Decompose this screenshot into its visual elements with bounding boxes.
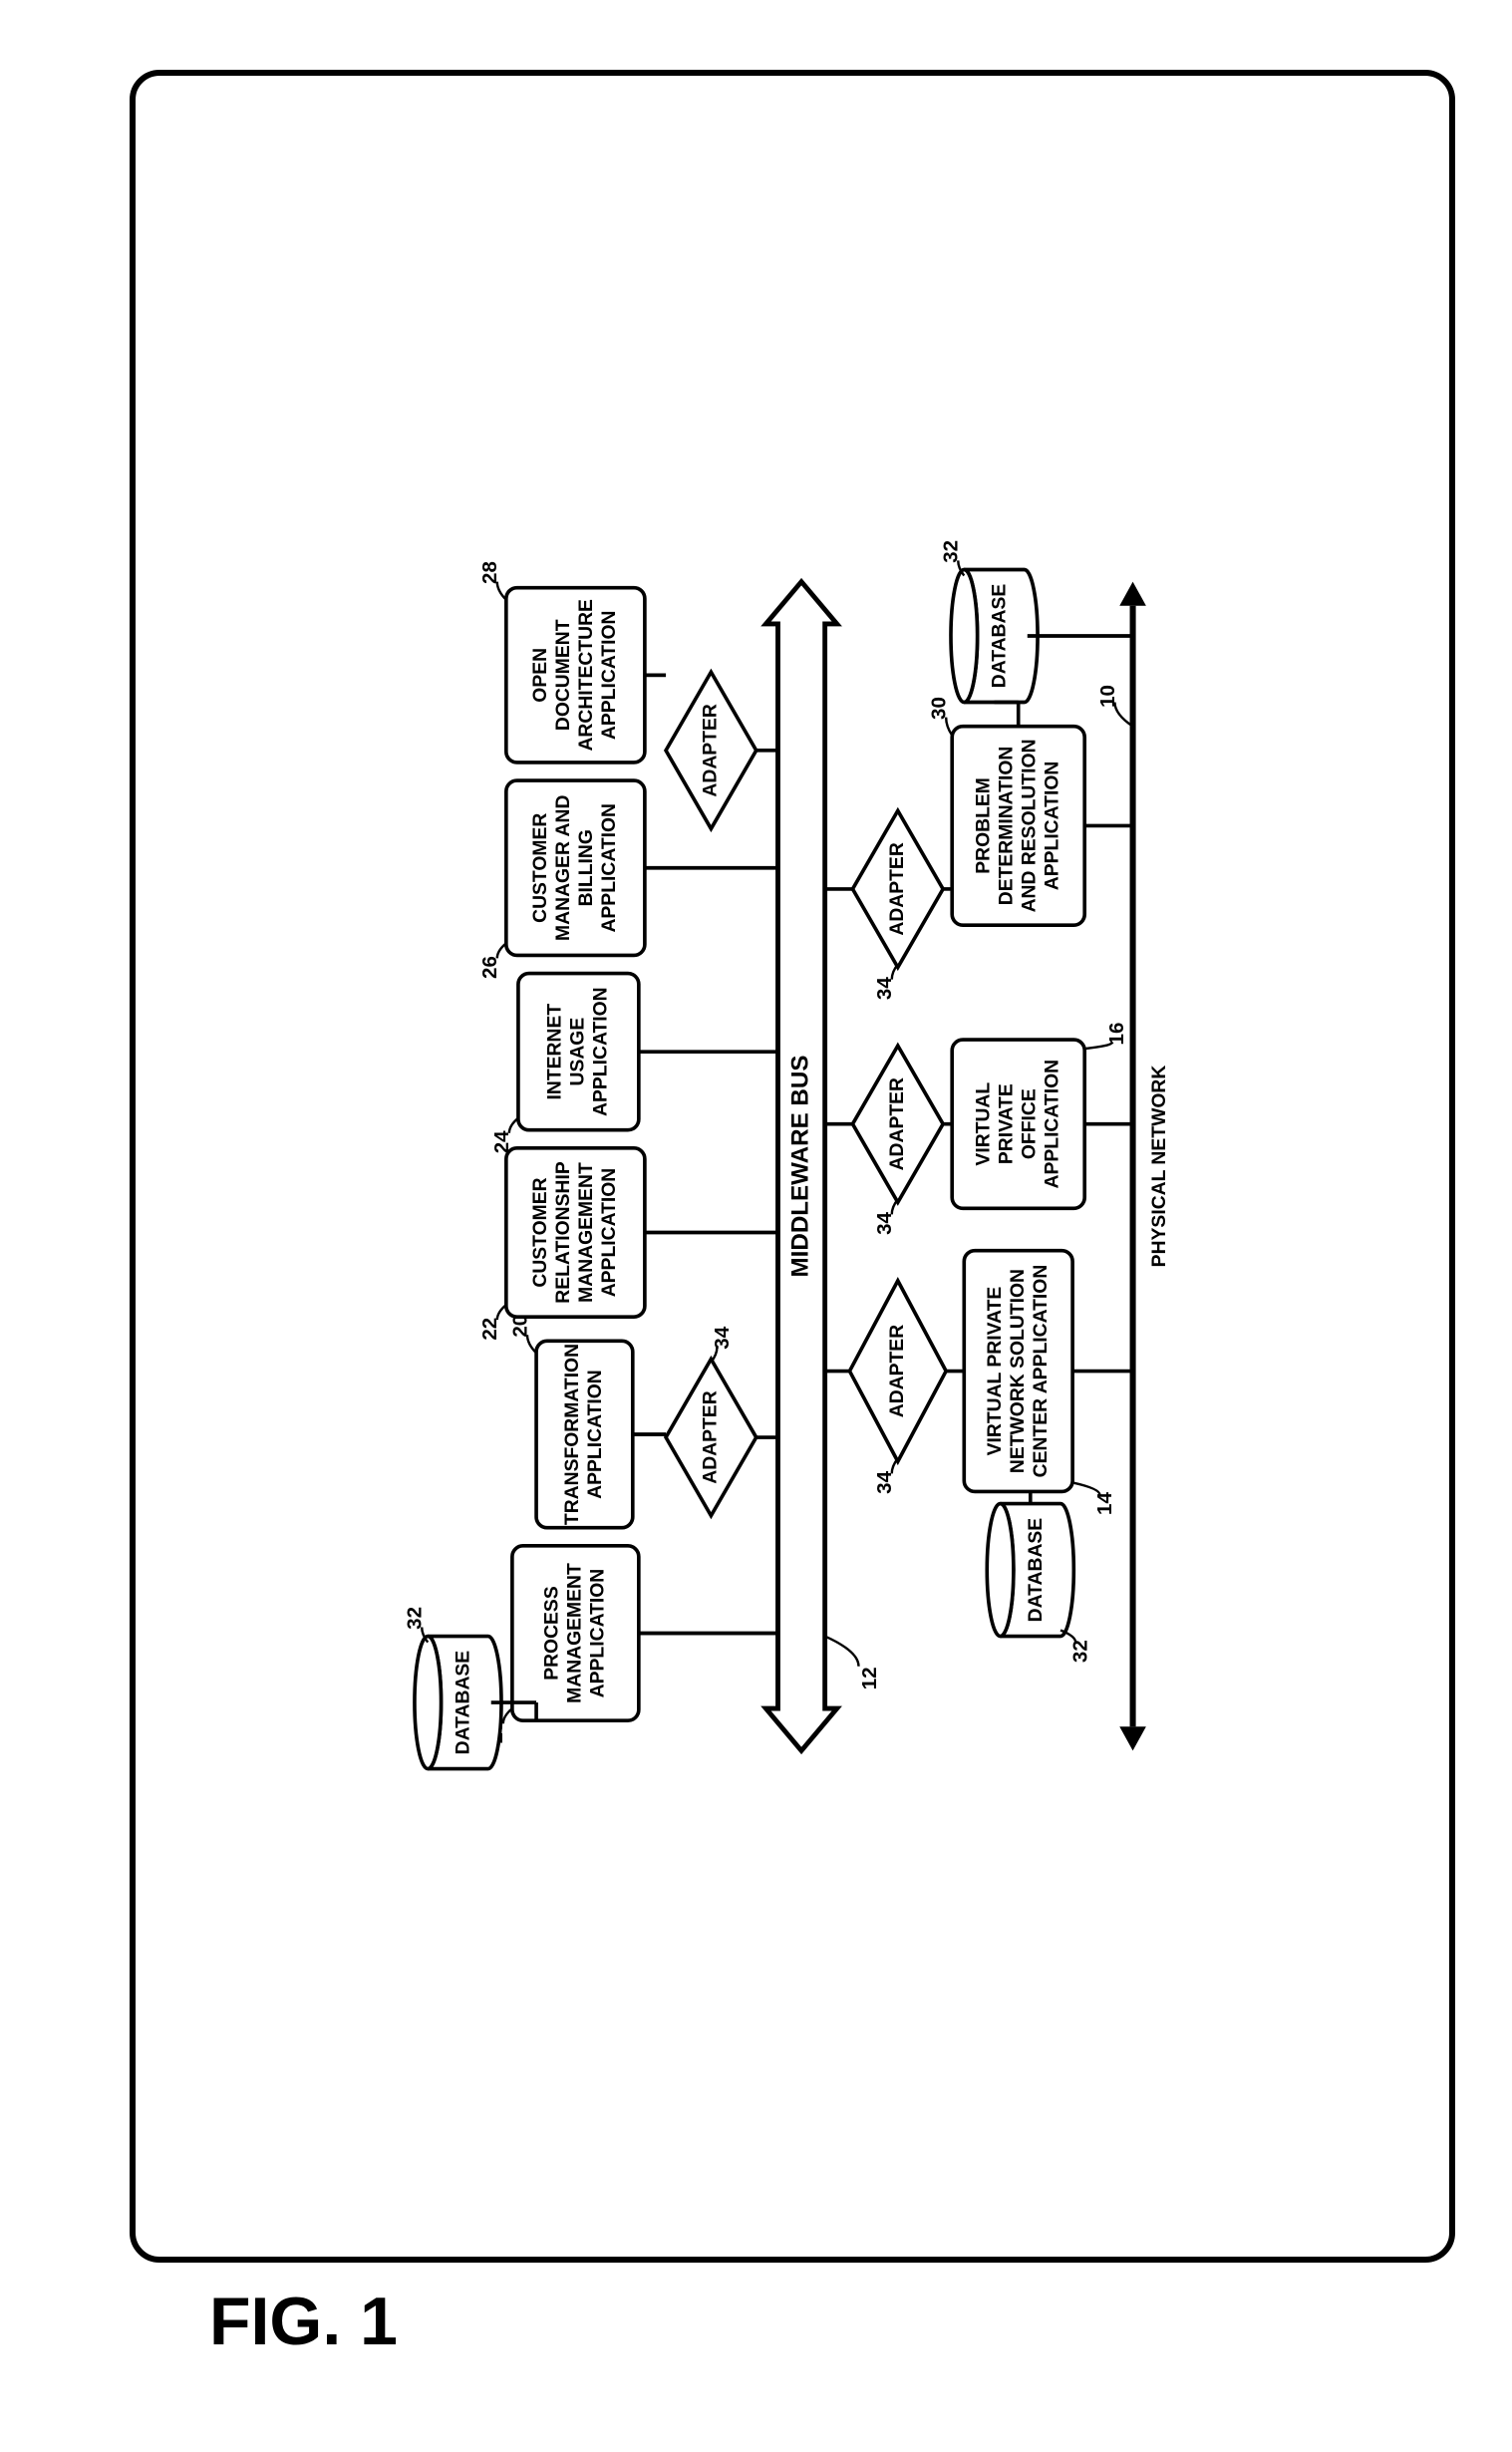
svg-text:24: 24 [490,1130,513,1153]
svg-text:ADAPTER: ADAPTER [699,704,721,796]
svg-text:DATABASE: DATABASE [989,584,1011,689]
svg-text:DATABASE: DATABASE [453,1651,474,1755]
svg-text:34: 34 [873,977,896,1000]
svg-text:VIRTUAL: VIRTUAL [972,1082,994,1166]
svg-text:APPLICATION: APPLICATION [598,611,620,741]
svg-text:16: 16 [1105,1023,1128,1046]
svg-text:MIDDLEWARE BUS: MIDDLEWARE BUS [786,1056,813,1278]
svg-text:TRANSFORMATION: TRANSFORMATION [561,1344,583,1525]
svg-text:PROBLEM: PROBLEM [972,777,994,874]
svg-text:12: 12 [858,1667,881,1689]
svg-text:30: 30 [928,697,951,720]
svg-text:INTERNET: INTERNET [544,1004,566,1100]
svg-text:APPLICATION: APPLICATION [586,1569,608,1698]
svg-text:22: 22 [478,1318,501,1341]
svg-text:APPLICATION: APPLICATION [1041,1060,1062,1189]
svg-text:OFFICE: OFFICE [1018,1088,1040,1159]
svg-text:OPEN: OPEN [529,648,551,703]
svg-text:28: 28 [478,561,501,584]
svg-text:DETERMINATION: DETERMINATION [995,747,1017,906]
svg-text:ADAPTER: ADAPTER [886,842,908,935]
svg-text:14: 14 [1093,1492,1116,1515]
svg-text:PROCESS: PROCESS [541,1586,563,1681]
svg-text:BILLING: BILLING [575,829,597,906]
svg-text:NETWORK SOLUTION: NETWORK SOLUTION [1007,1269,1029,1473]
svg-text:ARCHITECTURE: ARCHITECTURE [575,599,597,752]
svg-text:ADAPTER: ADAPTER [886,1325,908,1417]
svg-text:RELATIONSHIP: RELATIONSHIP [552,1161,574,1304]
svg-text:MANAGER AND: MANAGER AND [552,795,574,941]
svg-text:USAGE: USAGE [566,1018,588,1086]
svg-text:34: 34 [711,1326,734,1349]
svg-text:CENTER APPLICATION: CENTER APPLICATION [1030,1265,1052,1478]
svg-text:32: 32 [940,540,963,563]
svg-text:ADAPTER: ADAPTER [699,1390,721,1483]
svg-text:34: 34 [873,1470,896,1493]
svg-text:MANAGEMENT: MANAGEMENT [563,1563,585,1703]
svg-text:VIRTUAL PRIVATE: VIRTUAL PRIVATE [984,1287,1006,1456]
svg-text:PHYSICAL NETWORK: PHYSICAL NETWORK [1148,1066,1170,1268]
svg-text:PRIVATE: PRIVATE [995,1083,1017,1164]
svg-text:APPLICATION: APPLICATION [1041,762,1062,891]
svg-text:MANAGEMENT: MANAGEMENT [575,1162,597,1303]
svg-text:34: 34 [873,1211,896,1234]
svg-text:CUSTOMER: CUSTOMER [529,813,551,923]
svg-text:APPLICATION: APPLICATION [589,987,611,1116]
page-root: MIDDLEWARE BUS12PHYSICAL NETWORK10PROCES… [0,0,1512,2452]
svg-text:AND RESOLUTION: AND RESOLUTION [1018,739,1040,912]
svg-text:APPLICATION: APPLICATION [598,1168,620,1298]
svg-text:ADAPTER: ADAPTER [886,1077,908,1170]
svg-text:DOCUMENT: DOCUMENT [552,619,574,731]
figure-label: FIG. 1 [209,2283,398,2360]
svg-text:DATABASE: DATABASE [1025,1518,1047,1623]
svg-text:CUSTOMER: CUSTOMER [529,1177,551,1287]
svg-text:32: 32 [1069,1640,1092,1663]
svg-text:32: 32 [404,1607,427,1630]
svg-text:26: 26 [478,956,501,979]
svg-text:APPLICATION: APPLICATION [584,1370,606,1499]
diagram-svg: MIDDLEWARE BUS12PHYSICAL NETWORK10PROCES… [0,503,1512,1829]
svg-text:APPLICATION: APPLICATION [598,803,620,933]
